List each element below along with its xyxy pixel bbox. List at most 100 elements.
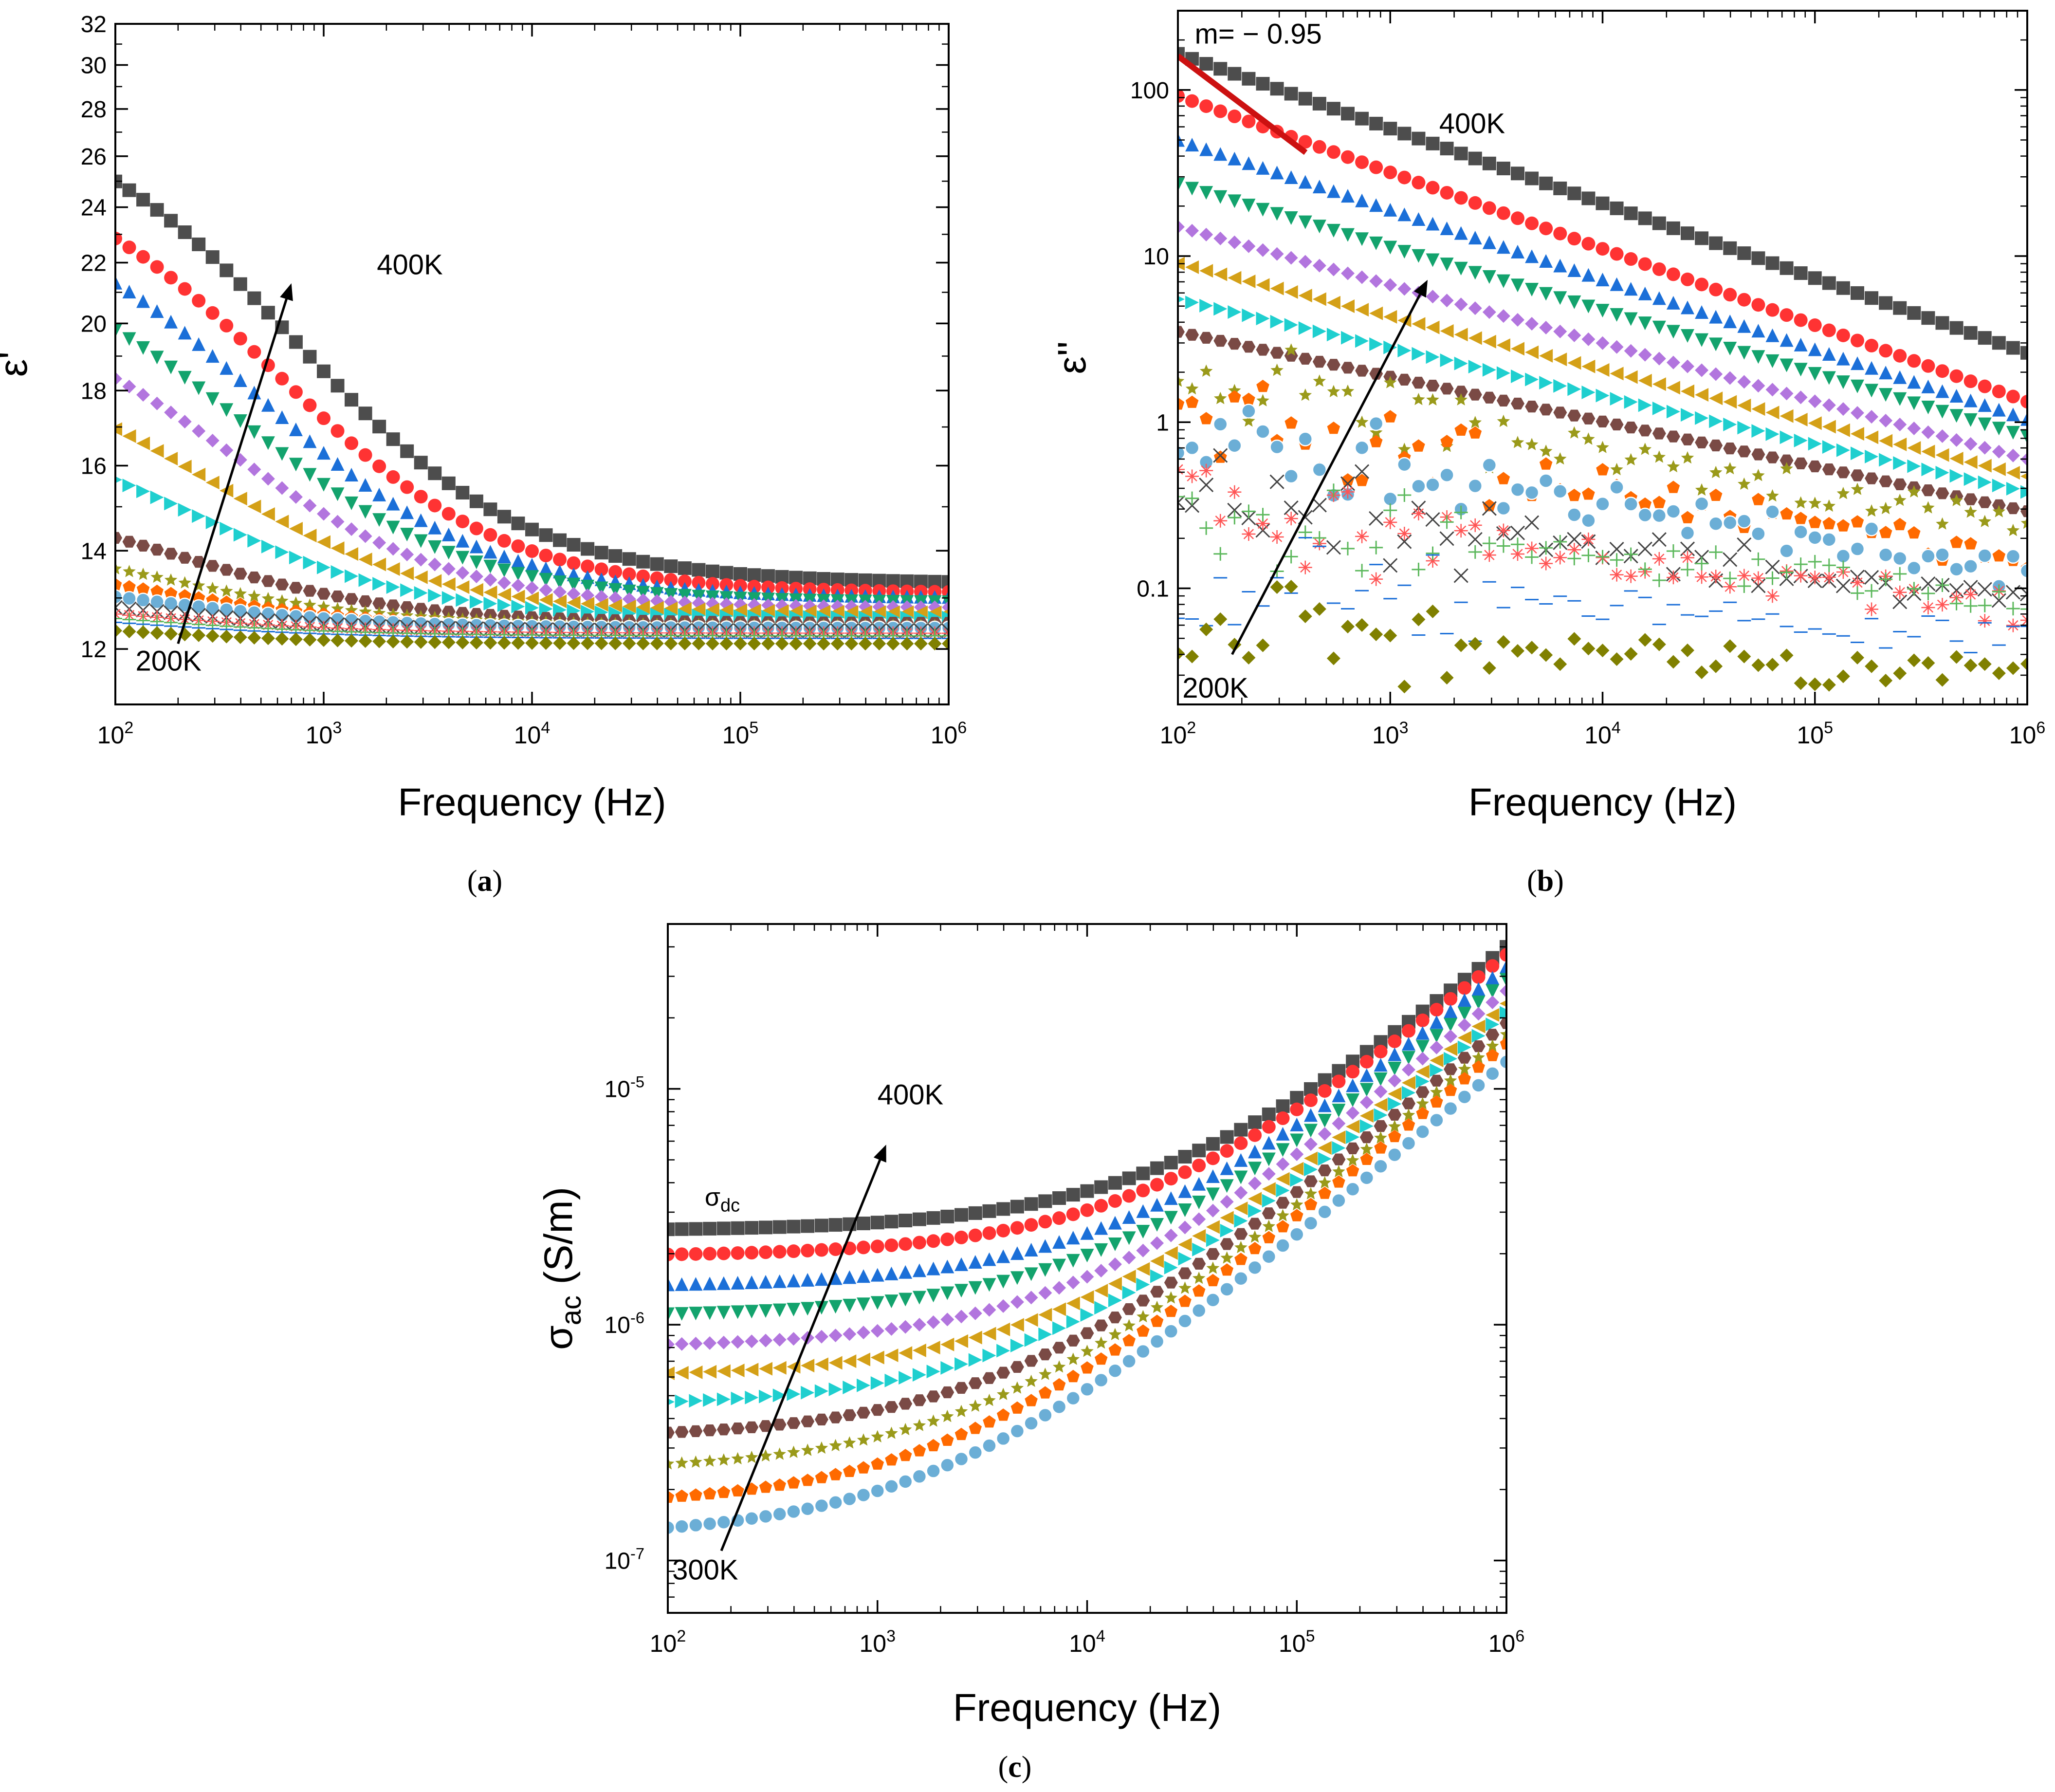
data-point xyxy=(1213,302,1228,316)
data-point xyxy=(759,1245,773,1259)
data-point xyxy=(982,1349,996,1363)
data-point xyxy=(1496,394,1510,406)
x-tick-label: 105 xyxy=(722,719,759,749)
data-point xyxy=(1751,571,1765,585)
data-point xyxy=(511,578,525,592)
data-point xyxy=(1695,665,1709,680)
data-point xyxy=(233,630,247,644)
data-point xyxy=(358,478,372,492)
data-point xyxy=(1094,1243,1108,1257)
data-point xyxy=(1496,309,1510,323)
data-point xyxy=(1581,532,1596,546)
data-point xyxy=(1150,1314,1164,1327)
data-point xyxy=(1808,677,1822,691)
data-point xyxy=(1935,429,1949,443)
data-point xyxy=(927,1439,940,1452)
data-point xyxy=(2020,346,2027,360)
data-point xyxy=(1836,402,1850,416)
data-point xyxy=(1341,331,1355,345)
data-point xyxy=(1326,359,1340,371)
data-point xyxy=(787,1445,800,1458)
data-point xyxy=(1454,505,1468,519)
data-point xyxy=(1567,409,1581,422)
data-point xyxy=(1397,282,1412,296)
data-point xyxy=(703,1306,717,1320)
data-point xyxy=(926,1289,940,1303)
data-point xyxy=(428,499,442,513)
data-point xyxy=(1269,474,1284,489)
data-point xyxy=(1213,417,1228,432)
data-point xyxy=(1164,1305,1178,1317)
data-point xyxy=(1341,473,1355,486)
data-point xyxy=(1610,652,1624,666)
data-point xyxy=(123,565,136,577)
data-point xyxy=(1178,177,1185,191)
data-point xyxy=(386,542,400,556)
data-point xyxy=(731,1246,745,1260)
data-point xyxy=(871,1457,884,1470)
data-point xyxy=(1303,1124,1318,1138)
data-point xyxy=(668,1426,675,1439)
data-point xyxy=(982,1226,996,1240)
data-point xyxy=(801,1219,815,1233)
data-point xyxy=(1695,570,1709,584)
data-point xyxy=(511,567,525,581)
data-point xyxy=(1402,1097,1415,1109)
data-point xyxy=(1950,536,1963,548)
data-point xyxy=(926,1365,940,1379)
data-point xyxy=(1439,467,1454,482)
data-point xyxy=(1010,1246,1024,1260)
data-point xyxy=(345,393,359,407)
data-point xyxy=(1388,1129,1401,1143)
data-point xyxy=(1935,487,1949,499)
plot-area xyxy=(668,940,1506,1535)
data-point xyxy=(1355,464,1370,479)
data-point xyxy=(317,411,330,425)
data-point xyxy=(1415,1065,1430,1079)
data-point xyxy=(734,567,747,581)
data-point xyxy=(1666,544,1680,558)
data-point xyxy=(983,1415,996,1428)
data-point xyxy=(1270,247,1284,261)
data-point xyxy=(1185,329,1199,341)
data-point xyxy=(317,633,330,647)
data-point xyxy=(192,509,206,523)
series-2 xyxy=(115,231,949,599)
data-point xyxy=(1206,1233,1220,1247)
data-point xyxy=(1024,1218,1038,1232)
x-tick-label: 104 xyxy=(514,719,550,749)
data-point xyxy=(1765,354,1780,368)
data-point xyxy=(1213,104,1228,118)
data-point xyxy=(150,444,164,458)
data-point xyxy=(1978,398,1992,412)
data-point xyxy=(689,1488,702,1501)
data-point xyxy=(1359,1083,1374,1097)
data-point xyxy=(1879,388,1893,402)
data-point xyxy=(1865,291,1879,305)
data-point xyxy=(1851,286,1864,300)
data-point xyxy=(1865,430,1879,444)
data-point xyxy=(553,564,567,578)
data-point xyxy=(608,565,623,579)
data-point xyxy=(1199,364,1213,377)
data-point xyxy=(1199,99,1213,113)
data-point xyxy=(801,1243,815,1257)
data-point xyxy=(1468,416,1482,428)
data-point xyxy=(1185,498,1200,513)
data-point xyxy=(1935,316,1949,330)
data-point xyxy=(1066,1275,1080,1290)
data-point xyxy=(843,1298,857,1312)
data-point xyxy=(1482,536,1496,551)
data-point xyxy=(814,1272,828,1286)
data-point xyxy=(668,1277,675,1292)
data-point xyxy=(1411,479,1426,494)
data-point xyxy=(1610,462,1623,476)
data-point xyxy=(1178,1150,1192,1164)
data-point xyxy=(372,513,386,527)
data-point xyxy=(1751,402,1765,416)
data-point xyxy=(828,1271,843,1285)
data-point xyxy=(1276,1157,1290,1171)
data-point xyxy=(1430,1029,1444,1043)
data-point xyxy=(122,240,136,255)
